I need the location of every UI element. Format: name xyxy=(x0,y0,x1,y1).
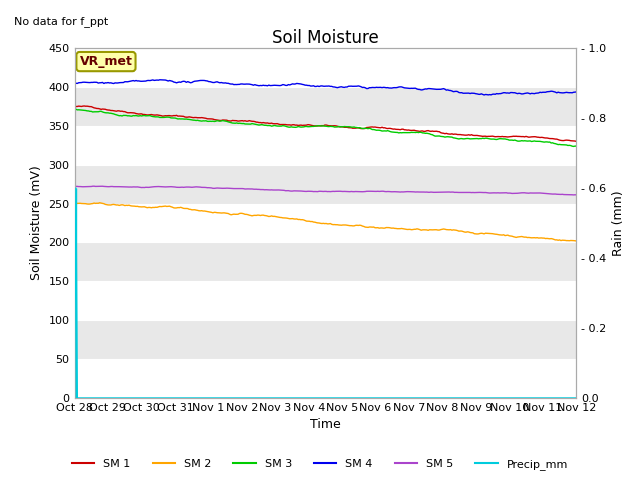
Text: No data for f_ppt: No data for f_ppt xyxy=(14,16,109,27)
Bar xyxy=(74,281,577,320)
X-axis label: Time: Time xyxy=(310,419,341,432)
Y-axis label: Soil Moisture (mV): Soil Moisture (mV) xyxy=(30,166,43,280)
Title: Soil Moisture: Soil Moisture xyxy=(272,28,379,47)
Bar xyxy=(74,204,577,242)
Bar xyxy=(74,359,577,398)
Text: VR_met: VR_met xyxy=(79,55,132,68)
Legend: SM 1, SM 2, SM 3, SM 4, SM 5, Precip_mm: SM 1, SM 2, SM 3, SM 4, SM 5, Precip_mm xyxy=(68,455,572,474)
Y-axis label: Rain (mm): Rain (mm) xyxy=(612,190,625,256)
Bar xyxy=(74,126,577,165)
Bar xyxy=(74,48,577,87)
